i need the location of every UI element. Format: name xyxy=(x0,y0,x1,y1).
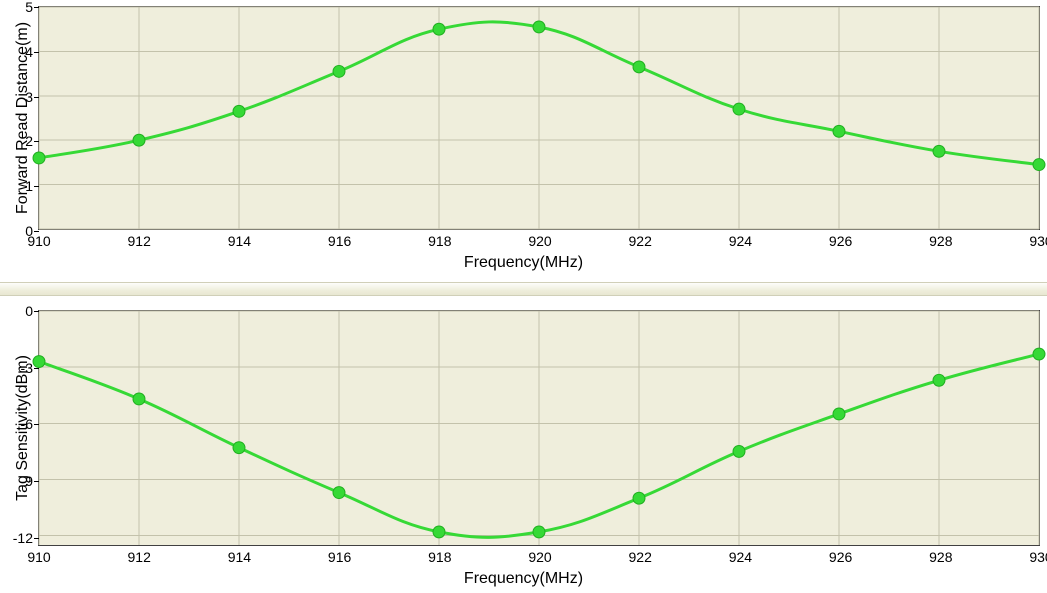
x-tick-label: 930 xyxy=(1029,233,1047,249)
x-tick-label: 912 xyxy=(128,233,151,249)
x-tick-label: 918 xyxy=(428,549,451,565)
y-tick-mark xyxy=(34,52,39,53)
x-tick-label: 914 xyxy=(228,549,251,565)
x-tick-label: 916 xyxy=(328,233,351,249)
x-tick-label: 924 xyxy=(729,233,752,249)
plot-area-top: 910912914916918920922924926928930012345 xyxy=(38,6,1040,230)
y-axis-label-top: Forward Read Distance(m) xyxy=(14,6,32,230)
x-tick-label: 920 xyxy=(528,233,551,249)
x-tick-label: 930 xyxy=(1029,549,1047,565)
x-tick-label: 924 xyxy=(729,549,752,565)
y-tick-mark xyxy=(34,7,39,8)
series-svg-top xyxy=(39,7,1039,229)
x-tick-label: 928 xyxy=(929,549,952,565)
y-tick-mark xyxy=(34,141,39,142)
x-tick-label: 916 xyxy=(328,549,351,565)
y-tick-mark xyxy=(34,97,39,98)
x-tick-label: 922 xyxy=(629,549,652,565)
y-tick-mark xyxy=(34,186,39,187)
chart-panel-top: 910912914916918920922924926928930012345 … xyxy=(0,0,1047,282)
x-tick-label: 926 xyxy=(829,549,852,565)
plot-area-bottom: 9109129149169189209229249269289300-3-6-9… xyxy=(38,310,1040,546)
x-tick-label: 918 xyxy=(428,233,451,249)
series-svg-bottom xyxy=(39,311,1039,545)
x-tick-label: 912 xyxy=(128,549,151,565)
x-tick-label: 910 xyxy=(27,549,50,565)
y-tick-mark xyxy=(34,311,39,312)
panel-separator xyxy=(0,282,1047,296)
x-tick-label: 926 xyxy=(829,233,852,249)
y-tick-mark xyxy=(34,538,39,539)
x-axis-label-top: Frequency(MHz) xyxy=(0,254,1047,272)
y-tick-mark xyxy=(34,231,39,232)
y-tick-mark xyxy=(34,424,39,425)
x-tick-label: 928 xyxy=(929,233,952,249)
x-axis-label-bottom: Frequency(MHz) xyxy=(0,570,1047,588)
x-tick-label: 914 xyxy=(228,233,251,249)
y-tick-mark xyxy=(34,481,39,482)
chart-panel-bottom: 9109129149169189209229249269289300-3-6-9… xyxy=(0,296,1047,593)
y-tick-mark xyxy=(34,368,39,369)
x-tick-label: 922 xyxy=(629,233,652,249)
x-tick-label: 920 xyxy=(528,549,551,565)
y-axis-label-bottom: Tag Sensitivity(dBm) xyxy=(14,310,32,546)
